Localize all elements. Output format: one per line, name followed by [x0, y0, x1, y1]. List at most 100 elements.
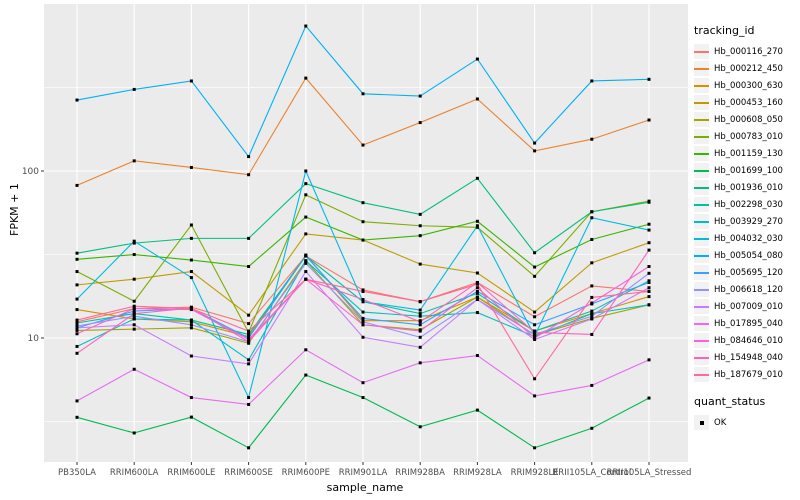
quant-ok-label: OK: [714, 417, 727, 428]
data-point: [533, 251, 537, 255]
data-point: [304, 348, 308, 352]
legend-color-line-icon: [694, 305, 709, 308]
data-point: [189, 320, 193, 324]
data-point: [304, 169, 308, 173]
data-point: [247, 358, 251, 362]
data-point: [304, 277, 308, 281]
data-point: [475, 57, 479, 61]
data-point: [590, 261, 594, 265]
legend-item-Hb_002298_030: Hb_002298_030: [694, 196, 800, 213]
data-point: [647, 295, 651, 299]
data-point: [247, 341, 251, 345]
legend-key: [694, 248, 709, 263]
data-point: [247, 362, 251, 366]
legend-item-Hb_001159_130: Hb_001159_130: [694, 145, 800, 162]
data-point: [418, 323, 422, 327]
data-point: [533, 394, 537, 398]
legend-color-line-icon: [694, 118, 709, 121]
data-point: [361, 220, 365, 224]
data-point: [590, 210, 594, 214]
data-point: [418, 262, 422, 266]
data-point: [475, 408, 479, 412]
legend-item-label: Hb_000300_630: [714, 80, 783, 91]
legend-item-Hb_017895_040: Hb_017895_040: [694, 315, 800, 332]
data-point: [418, 314, 422, 318]
data-point: [418, 121, 422, 125]
data-point: [475, 97, 479, 101]
data-point: [132, 314, 136, 318]
data-point: [247, 236, 251, 240]
legend-item-label: Hb_001699_100: [714, 165, 783, 176]
legend-key: [694, 316, 709, 331]
legend-key: [694, 163, 709, 178]
data-point: [533, 377, 537, 381]
legend-item-Hb_187679_010: Hb_187679_010: [694, 366, 800, 383]
legend-item-label: Hb_000212_450: [714, 63, 783, 74]
data-point: [189, 258, 193, 262]
legend-items: Hb_000116_270 Hb_000212_450 Hb_000300_630 H…: [694, 43, 800, 383]
data-point: [418, 94, 422, 98]
x-tick-label: RRIM928BA: [395, 468, 445, 478]
data-point: [475, 295, 479, 299]
data-point: [647, 241, 651, 245]
data-point: [304, 215, 308, 219]
data-point: [647, 286, 651, 290]
data-point: [132, 304, 136, 308]
data-point: [247, 313, 251, 317]
legend-item-Hb_000608_050: Hb_000608_050: [694, 111, 800, 128]
data-point: [533, 310, 537, 314]
legend-key: [694, 367, 709, 382]
data-point: [75, 321, 79, 325]
legend-key: [694, 282, 709, 297]
data-point: [247, 340, 251, 344]
data-point: [304, 261, 308, 265]
data-point: [475, 225, 479, 229]
data-point: [590, 301, 594, 305]
data-point: [475, 280, 479, 284]
x-tick-label: RRII105LA_Stressed: [607, 468, 692, 478]
x-tick-label: RRIM600PE: [282, 468, 330, 478]
data-point: [590, 426, 594, 430]
data-point: [304, 373, 308, 377]
legend-color-line-icon: [694, 356, 709, 359]
data-point: [75, 415, 79, 419]
legend-color-line-icon: [694, 254, 709, 257]
legend-item-label: Hb_002298_030: [714, 199, 783, 210]
data-point: [590, 79, 594, 83]
data-point: [132, 431, 136, 435]
data-point: [304, 182, 308, 186]
data-point: [361, 92, 365, 96]
data-point: [247, 332, 251, 336]
x-tick-label: RRIM928LA: [453, 468, 502, 478]
data-point: [475, 298, 479, 302]
data-point: [75, 308, 79, 312]
data-point: [189, 236, 193, 240]
data-point: [361, 316, 365, 320]
data-point: [75, 344, 79, 348]
data-point: [647, 265, 651, 269]
data-point: [475, 289, 479, 293]
legend-item-label: Hb_005695_120: [714, 267, 783, 278]
legend-key: [694, 299, 709, 314]
legend-item-label: Hb_187679_010: [714, 369, 783, 380]
legend-item-label: Hb_000453_160: [714, 97, 783, 108]
data-point: [304, 24, 308, 28]
data-point: [189, 396, 193, 400]
data-point: [304, 270, 308, 274]
data-point: [189, 270, 193, 274]
data-point: [475, 282, 479, 286]
legend-color-line-icon: [694, 288, 709, 291]
legend-item-label: Hb_006618_120: [714, 284, 783, 295]
legend-color-line-icon: [694, 373, 709, 376]
data-point: [75, 351, 79, 355]
data-point: [132, 277, 136, 281]
legend-key: [694, 333, 709, 348]
data-point: [647, 228, 651, 232]
data-point: [189, 307, 193, 311]
data-point: [418, 345, 422, 349]
legend-color-line-icon: [694, 50, 709, 53]
data-point: [647, 280, 651, 284]
legend-item-Hb_005695_120: Hb_005695_120: [694, 264, 800, 281]
data-point: [533, 446, 537, 450]
